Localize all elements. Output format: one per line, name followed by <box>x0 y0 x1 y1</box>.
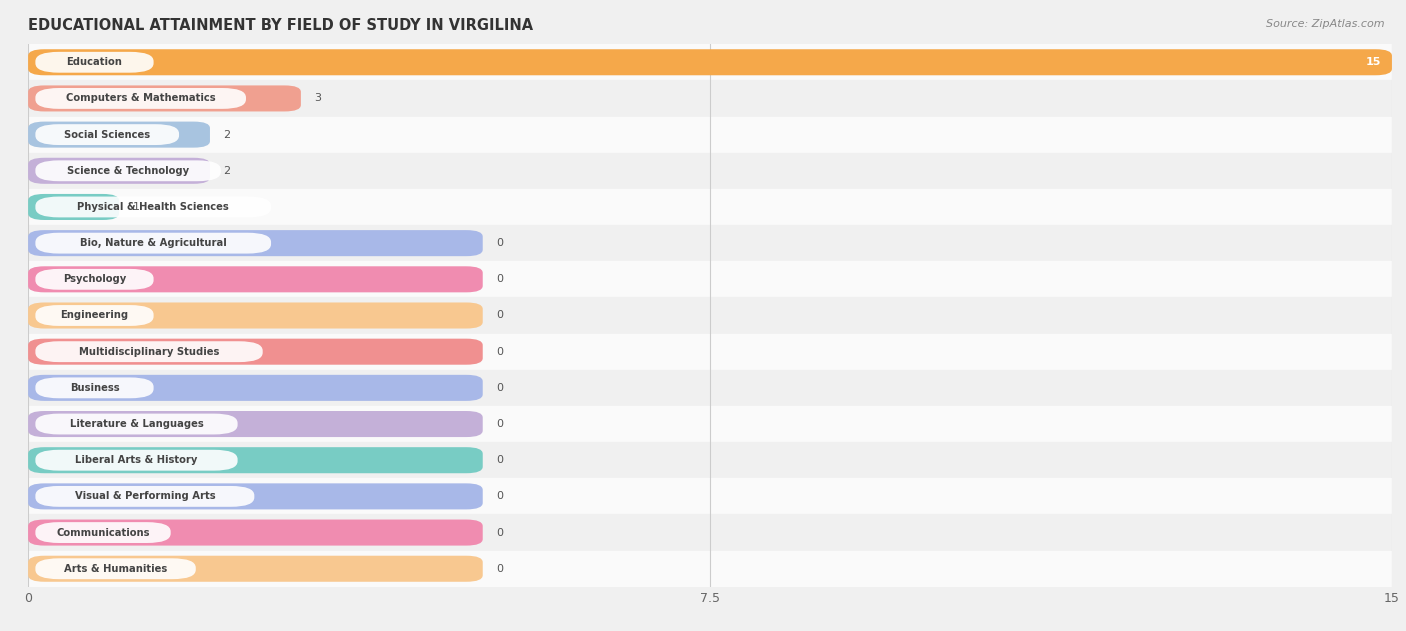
Text: Source: ZipAtlas.com: Source: ZipAtlas.com <box>1267 19 1385 29</box>
Bar <box>28 370 1392 406</box>
Text: 3: 3 <box>315 93 322 103</box>
Text: 0: 0 <box>496 528 503 538</box>
Text: Visual & Performing Arts: Visual & Performing Arts <box>75 492 215 502</box>
FancyBboxPatch shape <box>28 411 482 437</box>
Text: 0: 0 <box>496 455 503 465</box>
Text: 0: 0 <box>496 383 503 393</box>
FancyBboxPatch shape <box>28 194 120 220</box>
FancyBboxPatch shape <box>28 85 301 112</box>
FancyBboxPatch shape <box>35 377 153 398</box>
FancyBboxPatch shape <box>28 519 482 546</box>
Text: Science & Technology: Science & Technology <box>67 166 190 176</box>
FancyBboxPatch shape <box>28 122 209 148</box>
Bar <box>28 189 1392 225</box>
Text: 0: 0 <box>496 274 503 285</box>
Text: 15: 15 <box>1365 57 1381 68</box>
FancyBboxPatch shape <box>35 522 170 543</box>
FancyBboxPatch shape <box>35 305 153 326</box>
Text: 2: 2 <box>224 166 231 176</box>
Text: 0: 0 <box>496 492 503 502</box>
Text: 0: 0 <box>496 310 503 321</box>
Bar <box>28 442 1392 478</box>
Bar <box>28 297 1392 334</box>
Text: Physical & Health Sciences: Physical & Health Sciences <box>77 202 229 212</box>
FancyBboxPatch shape <box>28 158 209 184</box>
Text: Computers & Mathematics: Computers & Mathematics <box>66 93 215 103</box>
FancyBboxPatch shape <box>35 486 254 507</box>
FancyBboxPatch shape <box>28 302 482 329</box>
Text: 0: 0 <box>496 419 503 429</box>
Bar <box>28 44 1392 80</box>
Bar <box>28 478 1392 514</box>
FancyBboxPatch shape <box>28 230 482 256</box>
Text: 0: 0 <box>496 563 503 574</box>
Text: 2: 2 <box>224 129 231 139</box>
Bar <box>28 153 1392 189</box>
FancyBboxPatch shape <box>28 49 1392 75</box>
Text: Social Sciences: Social Sciences <box>65 129 150 139</box>
Bar <box>28 225 1392 261</box>
Text: Liberal Arts & History: Liberal Arts & History <box>76 455 198 465</box>
Text: 1: 1 <box>132 202 139 212</box>
Text: Arts & Humanities: Arts & Humanities <box>63 563 167 574</box>
FancyBboxPatch shape <box>28 339 482 365</box>
Bar <box>28 551 1392 587</box>
Text: Literature & Languages: Literature & Languages <box>70 419 204 429</box>
FancyBboxPatch shape <box>28 375 482 401</box>
FancyBboxPatch shape <box>35 124 179 145</box>
Text: Engineering: Engineering <box>60 310 128 321</box>
FancyBboxPatch shape <box>28 266 482 292</box>
Text: Multidisciplinary Studies: Multidisciplinary Studies <box>79 346 219 357</box>
Text: Psychology: Psychology <box>63 274 127 285</box>
FancyBboxPatch shape <box>35 52 153 73</box>
FancyBboxPatch shape <box>35 450 238 471</box>
FancyBboxPatch shape <box>35 196 271 218</box>
Text: Business: Business <box>70 383 120 393</box>
FancyBboxPatch shape <box>35 269 153 290</box>
Text: Education: Education <box>66 57 122 68</box>
Bar <box>28 117 1392 153</box>
FancyBboxPatch shape <box>35 413 238 435</box>
Text: Communications: Communications <box>56 528 150 538</box>
Text: EDUCATIONAL ATTAINMENT BY FIELD OF STUDY IN VIRGILINA: EDUCATIONAL ATTAINMENT BY FIELD OF STUDY… <box>28 18 533 33</box>
Text: 0: 0 <box>496 346 503 357</box>
Bar <box>28 334 1392 370</box>
FancyBboxPatch shape <box>28 447 482 473</box>
FancyBboxPatch shape <box>28 556 482 582</box>
FancyBboxPatch shape <box>35 160 221 181</box>
FancyBboxPatch shape <box>35 341 263 362</box>
FancyBboxPatch shape <box>35 233 271 254</box>
FancyBboxPatch shape <box>35 88 246 109</box>
Text: 0: 0 <box>496 238 503 248</box>
Text: Bio, Nature & Agricultural: Bio, Nature & Agricultural <box>80 238 226 248</box>
FancyBboxPatch shape <box>28 483 482 509</box>
Bar <box>28 80 1392 117</box>
Bar <box>28 406 1392 442</box>
Bar <box>28 514 1392 551</box>
Bar <box>28 261 1392 297</box>
FancyBboxPatch shape <box>35 558 195 579</box>
